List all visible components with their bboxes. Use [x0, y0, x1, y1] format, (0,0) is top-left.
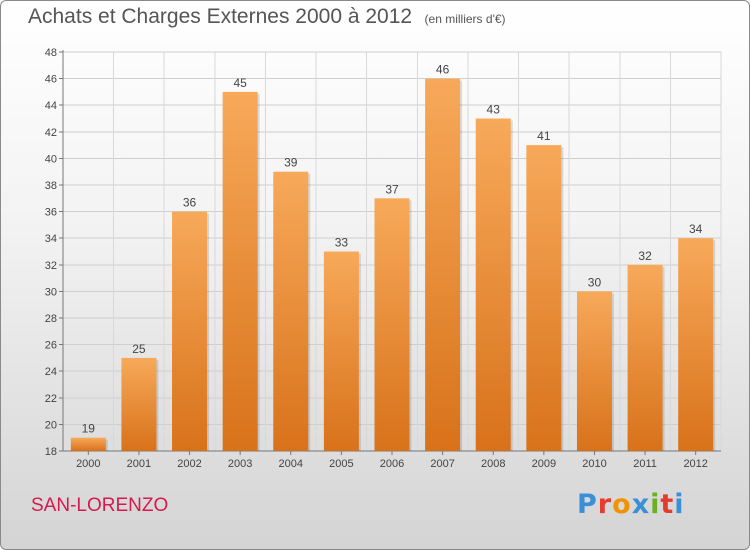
value-label: 32	[638, 249, 652, 263]
bar	[172, 211, 208, 451]
y-tick-label: 30	[45, 286, 57, 298]
logo-letter: o	[612, 489, 632, 520]
x-tick-label: 2007	[430, 458, 454, 470]
logo-letter: t	[660, 489, 675, 520]
y-tick-label: 44	[45, 100, 57, 112]
title-line: Achats et Charges Externes 2000 à 2012 (…	[28, 5, 506, 29]
value-label: 39	[284, 156, 298, 170]
logo-letter: i	[674, 489, 685, 520]
y-tick-label: 42	[45, 127, 57, 139]
value-label: 34	[689, 222, 703, 236]
value-label: 37	[385, 182, 399, 196]
bar	[475, 118, 511, 451]
x-tick-label: 2002	[177, 458, 201, 470]
y-tick-label: 26	[45, 340, 57, 352]
y-tick-label: 48	[45, 47, 57, 59]
proxiti-logo[interactable]: Proxiti	[577, 489, 685, 520]
bar	[70, 437, 106, 451]
y-tick-label: 34	[45, 233, 57, 245]
value-label: 19	[82, 422, 96, 436]
bar	[222, 91, 258, 452]
chart-title: Achats et Charges Externes 2000 à 2012	[28, 5, 413, 28]
bar	[627, 264, 663, 451]
value-label: 25	[132, 342, 146, 356]
x-tick-label: 2006	[380, 458, 404, 470]
logo-letter: i	[650, 489, 661, 520]
x-tick-label: 2011	[633, 458, 657, 470]
y-tick-label: 24	[45, 366, 57, 378]
logo-letter: x	[631, 489, 651, 520]
labels: 18 20 22 24 26 28 30 32 34 36 38 40 42 44 46 48 19 2000 25…	[45, 47, 708, 470]
commune-name: SAN-LORENZO	[31, 495, 169, 516]
bar	[526, 145, 562, 451]
x-tick-label: 2010	[582, 458, 606, 470]
bar	[273, 171, 309, 451]
value-label: 30	[588, 275, 602, 289]
bar	[374, 198, 410, 451]
y-tick-label: 32	[45, 260, 57, 272]
y-tick-label: 46	[45, 74, 57, 86]
bar	[425, 78, 461, 451]
bar	[323, 251, 359, 451]
y-tick-label: 36	[45, 207, 57, 219]
value-label: 43	[487, 103, 501, 117]
bar	[121, 357, 157, 451]
x-tick-label: 2003	[228, 458, 252, 470]
y-tick-label: 18	[45, 446, 57, 458]
x-tick-label: 2004	[279, 458, 303, 470]
value-label: 33	[335, 236, 349, 250]
value-label: 36	[183, 196, 197, 210]
bar	[678, 238, 714, 451]
x-tick-label: 2009	[532, 458, 556, 470]
x-tick-label: 2000	[76, 458, 100, 470]
logo-letter: r	[597, 489, 613, 520]
chart-subtitle: (en milliers d'€)	[424, 12, 506, 26]
y-tick-label: 20	[45, 419, 57, 431]
value-label: 46	[436, 63, 450, 77]
value-label: 41	[537, 129, 551, 143]
y-tick-label: 28	[45, 313, 57, 325]
x-tick-label: 2001	[127, 458, 151, 470]
x-tick-label: 2005	[329, 458, 353, 470]
bars	[70, 78, 716, 452]
x-tick-label: 2012	[683, 458, 707, 470]
y-tick-label: 22	[45, 393, 57, 405]
value-label: 45	[233, 76, 247, 90]
y-tick-label: 40	[45, 153, 57, 165]
x-tick-label: 2008	[481, 458, 505, 470]
bar	[576, 291, 612, 451]
y-tick-label: 38	[45, 180, 57, 192]
logo-letter: P	[577, 489, 598, 520]
